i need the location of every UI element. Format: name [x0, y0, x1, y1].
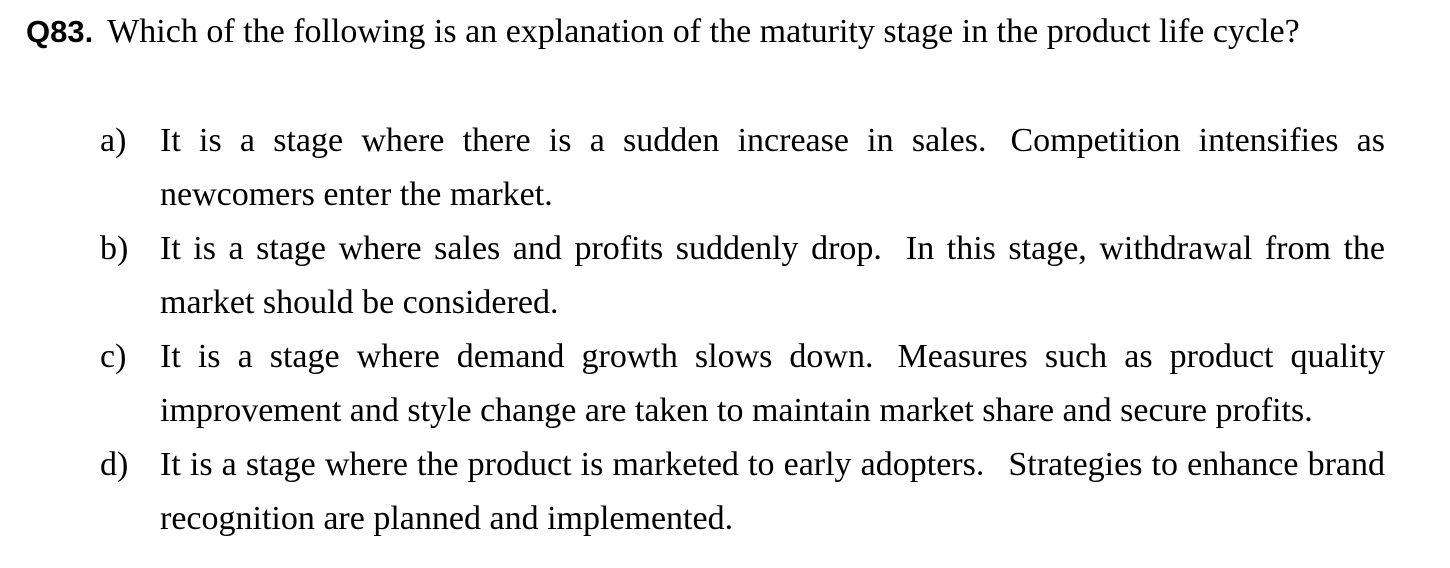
option-sentence-1: It is a stage where demand growth slows … — [160, 338, 874, 375]
option-letter: c) — [100, 338, 127, 375]
answer-options: a) It is a stage where there is a sudden… — [100, 114, 1385, 546]
option-sentence-2: Measures such as product quality improve… — [160, 338, 1385, 429]
option-sentence-1: It is a stage where the product is marke… — [160, 446, 985, 483]
option-b[interactable]: b) It is a stage where sales and profits… — [100, 222, 1385, 330]
option-text: It is a stage where sales and profits su… — [160, 222, 1385, 330]
option-sentence-2: Competition intensifies as newcomers ent… — [160, 122, 1385, 213]
option-sentence-2: Strategies to enhance brand recognition … — [160, 446, 1386, 537]
question-number: Q83. — [26, 14, 94, 49]
option-text: It is a stage where there is a sudden in… — [160, 114, 1385, 222]
option-d[interactable]: d) It is a stage where the product is ma… — [100, 438, 1385, 546]
question-stem: Q83. Which of the following is an explana… — [26, 10, 1426, 54]
option-c[interactable]: c) It is a stage where demand growth slo… — [100, 330, 1385, 438]
option-a[interactable]: a) It is a stage where there is a sudden… — [100, 114, 1385, 222]
option-sentence-2: In this stage, withdrawal from the marke… — [160, 230, 1385, 321]
question-text: Which of the following is an explanation… — [107, 13, 1300, 50]
option-letter: a) — [100, 122, 127, 159]
option-text: It is a stage where the product is marke… — [160, 438, 1385, 546]
option-letter: b) — [100, 230, 129, 267]
option-sentence-1: It is a stage where sales and profits su… — [160, 230, 882, 267]
option-sentence-1: It is a stage where there is a sudden in… — [160, 122, 987, 159]
option-letter: d) — [100, 446, 129, 483]
option-text: It is a stage where demand growth slows … — [160, 330, 1385, 438]
